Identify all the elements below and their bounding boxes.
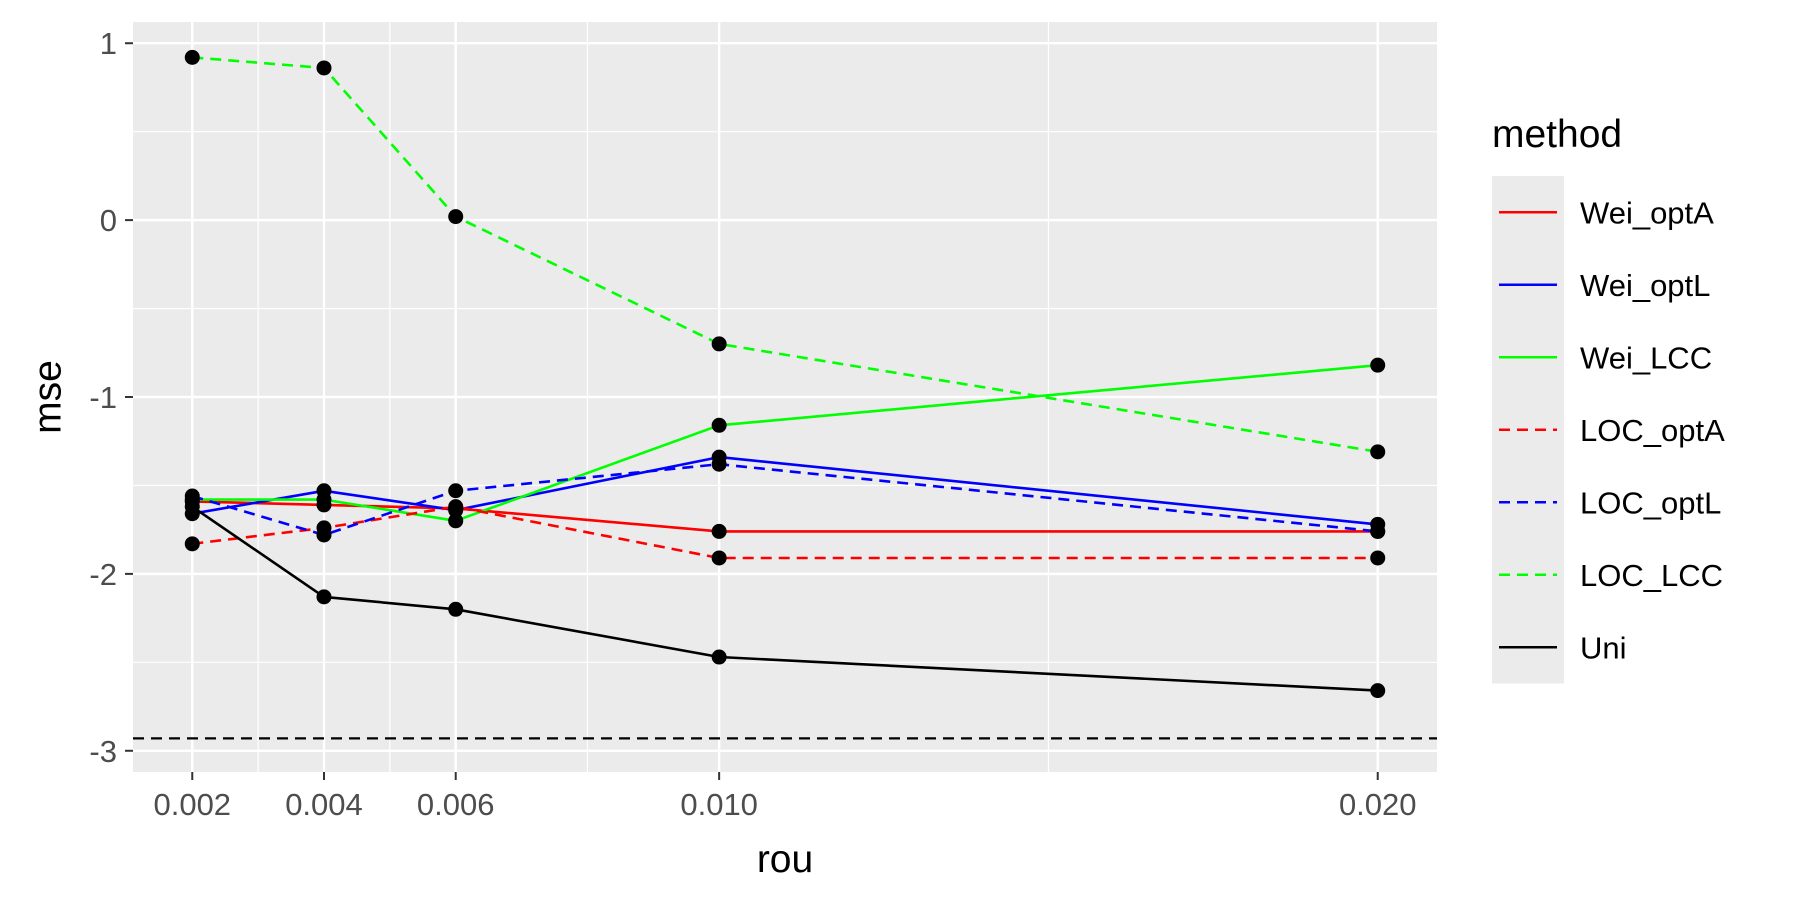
data-point-Wei_LCC [711, 417, 727, 433]
data-point-LOC_LCC [1370, 444, 1386, 460]
data-point-LOC_optL [448, 483, 464, 499]
data-point-LOC_optL [184, 488, 200, 504]
y-tick-label: 1 [100, 26, 117, 61]
data-point-LOC_LCC [448, 209, 464, 225]
y-tick-label: -3 [89, 734, 117, 769]
data-point-Uni [184, 499, 200, 515]
data-point-Wei_LCC [1370, 357, 1386, 373]
data-point-Wei_optA [711, 523, 727, 539]
legend-label-LOC_optA: LOC_optA [1580, 413, 1725, 448]
x-tick-label: 0.010 [680, 787, 758, 822]
y-tick-label: -2 [89, 557, 117, 592]
legend: method Wei_optA Wei_optL Wei_LCC LOC_optA LO… [1492, 113, 1725, 684]
x-axis-title: rou [757, 838, 813, 881]
series-points [184, 49, 1386, 699]
data-point-LOC_optA [448, 499, 464, 515]
legend-items: Wei_optA Wei_optL Wei_LCC LOC_optA LOC_optL L… [1499, 195, 1725, 665]
data-point-LOC_optL [711, 456, 727, 472]
data-point-LOC_optA [184, 536, 200, 552]
legend-item-LOC_optA: LOC_optA [1499, 413, 1725, 448]
data-point-LOC_optA [1370, 550, 1386, 566]
major-gridlines [133, 22, 1437, 772]
legend-label-Wei_optA: Wei_optA [1580, 195, 1714, 230]
x-tick-label: 0.020 [1339, 787, 1417, 822]
data-point-LOC_optL [1370, 523, 1386, 539]
legend-title: method [1492, 113, 1622, 156]
legend-label-Wei_optL: Wei_optL [1580, 268, 1710, 303]
x-tick-label: 0.002 [153, 787, 231, 822]
legend-item-Uni: Uni [1499, 630, 1627, 665]
x-tick-label: 0.006 [417, 787, 495, 822]
x-tick-label: 0.004 [285, 787, 363, 822]
legend-item-Wei_optA: Wei_optA [1499, 195, 1714, 230]
minor-gridlines [133, 22, 1437, 772]
data-point-LOC_LCC [711, 336, 727, 352]
axes: 0.002 0.004 0.006 0.010 0.020 1 0 -1 -2 -3 [89, 26, 1416, 822]
legend-item-LOC_optL: LOC_optL [1499, 485, 1721, 520]
legend-item-Wei_optL: Wei_optL [1499, 268, 1710, 303]
y-axis-title: mse [27, 360, 70, 434]
data-point-LOC_optL [316, 527, 332, 543]
data-point-Wei_LCC [448, 513, 464, 529]
data-point-Uni [448, 601, 464, 617]
data-point-Uni [316, 589, 332, 605]
legend-label-Wei_LCC: Wei_LCC [1580, 340, 1712, 375]
data-point-Uni [711, 649, 727, 665]
y-tick-label: 0 [100, 203, 117, 238]
legend-item-Wei_LCC: Wei_LCC [1499, 340, 1712, 375]
legend-item-LOC_LCC: LOC_LCC [1499, 558, 1723, 593]
data-point-Wei_LCC [316, 492, 332, 508]
legend-label-Uni: Uni [1580, 630, 1627, 665]
legend-label-LOC_optL: LOC_optL [1580, 485, 1721, 520]
data-point-LOC_LCC [184, 49, 200, 65]
y-tick-label: -1 [89, 380, 117, 415]
data-point-LOC_optA [711, 550, 727, 566]
data-point-Uni [1370, 683, 1386, 699]
data-point-LOC_LCC [316, 60, 332, 76]
legend-label-LOC_LCC: LOC_LCC [1580, 558, 1723, 593]
